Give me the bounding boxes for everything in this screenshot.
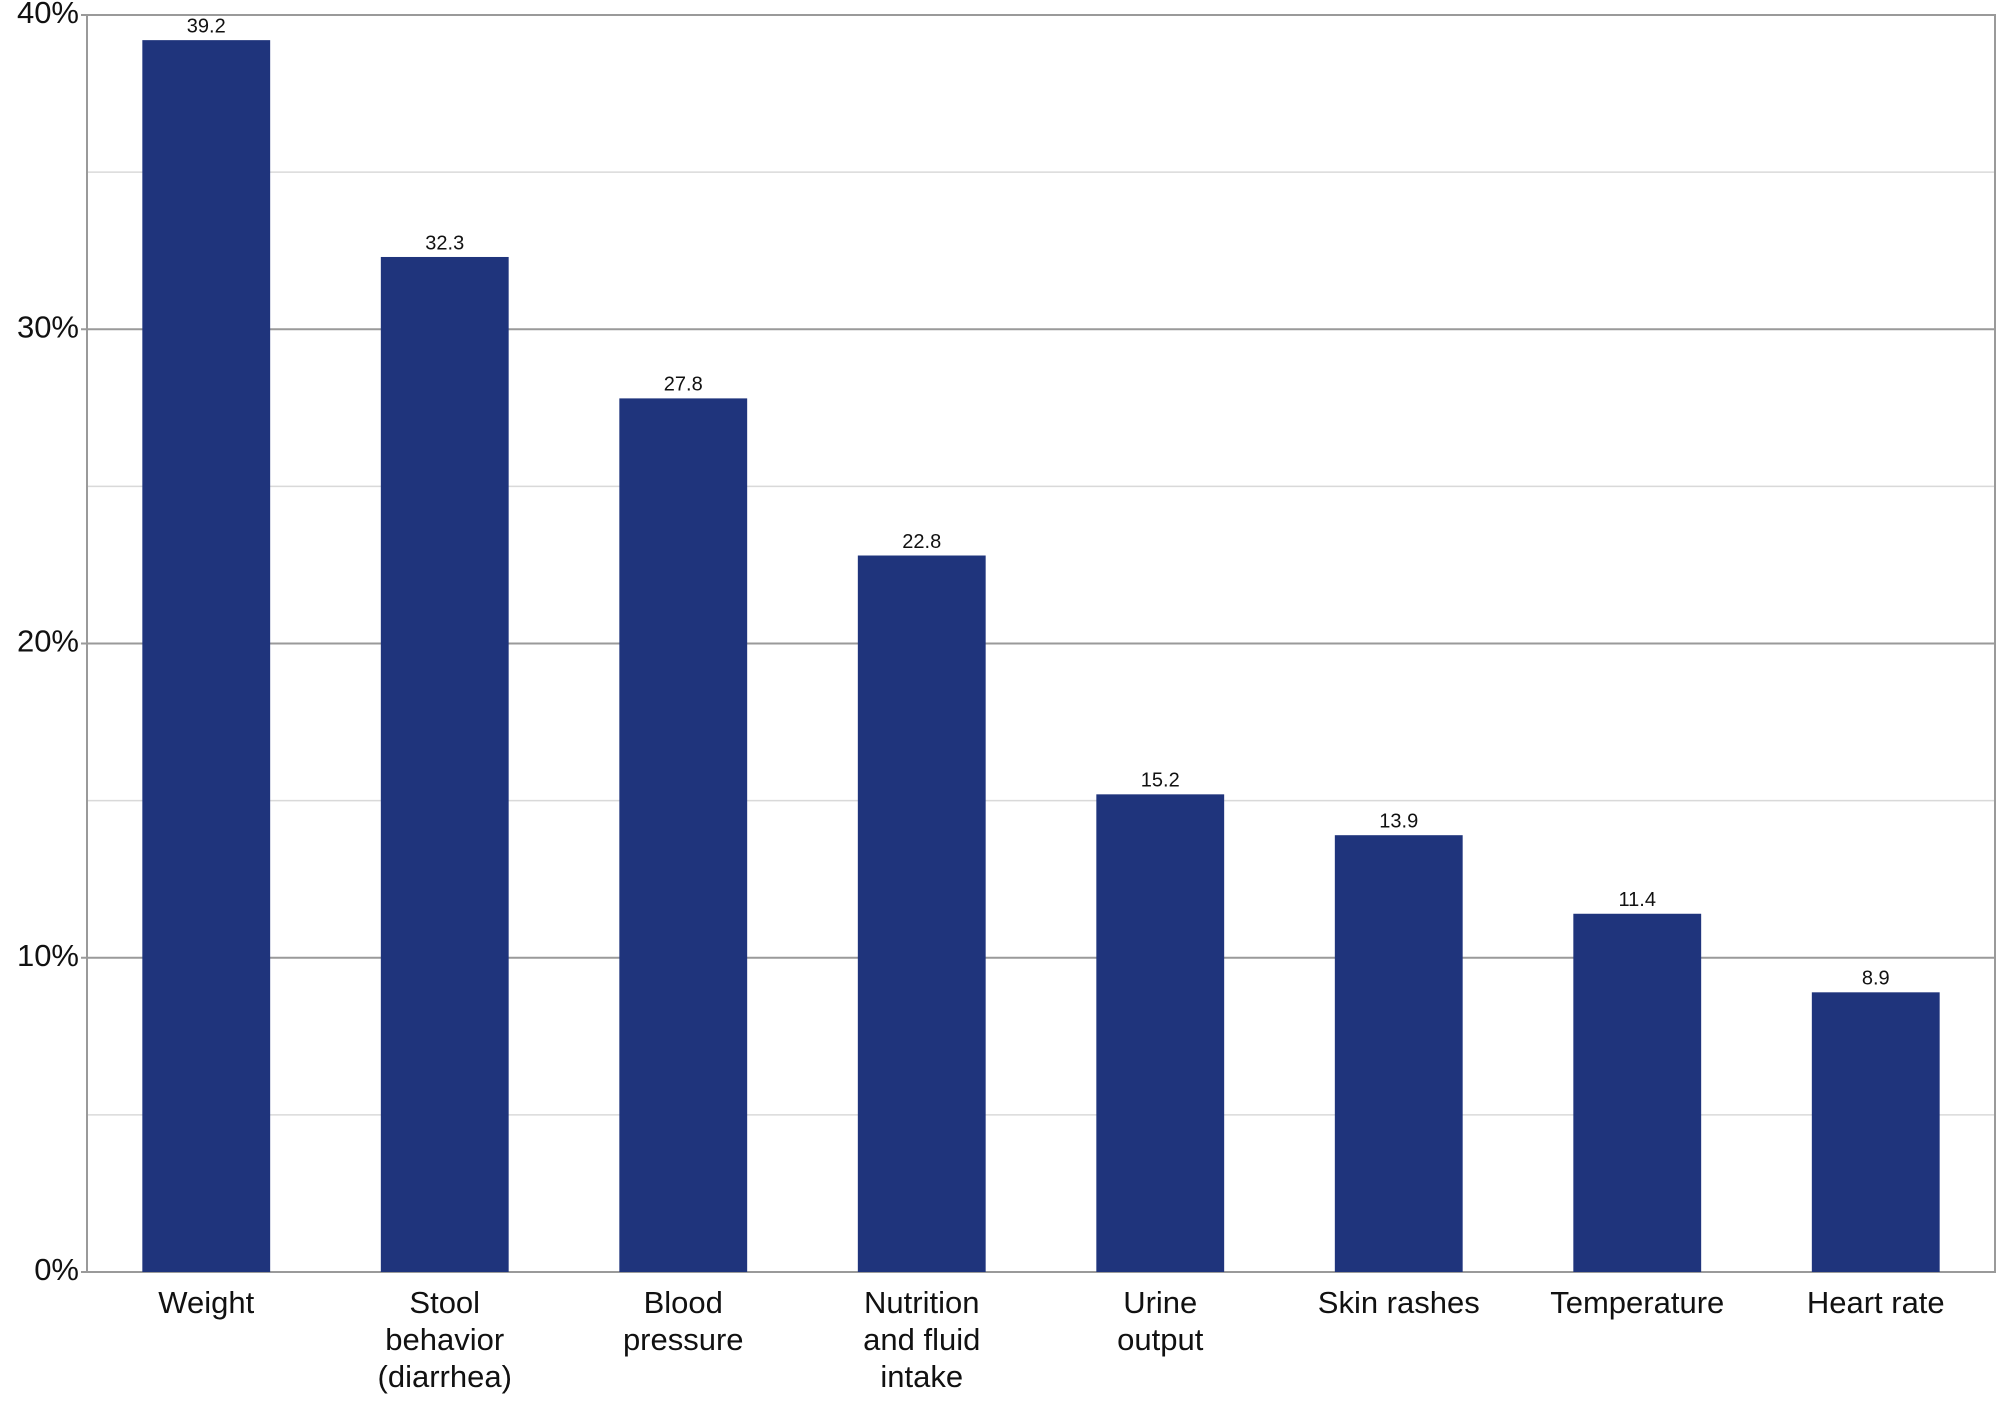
x-tick-label: Urine output bbox=[1117, 1285, 1204, 1357]
x-tick-label: Blood pressure bbox=[622, 1285, 744, 1357]
bar bbox=[619, 398, 748, 1272]
value-label: 27.8 bbox=[664, 374, 703, 396]
value-label: 15.2 bbox=[1141, 770, 1180, 792]
value-label: 8.9 bbox=[1862, 968, 1890, 990]
value-label: 22.8 bbox=[902, 531, 941, 553]
y-tick-label: 10% bbox=[17, 938, 79, 973]
x-tick-label: Nutrition and fluid intake bbox=[863, 1285, 981, 1394]
bar bbox=[380, 256, 509, 1272]
bar bbox=[1096, 794, 1225, 1272]
x-tick-label: Heart rate bbox=[1806, 1285, 1945, 1320]
value-label: 13.9 bbox=[1379, 810, 1418, 832]
value-label: 32.3 bbox=[425, 232, 464, 254]
y-tick-label: 0% bbox=[34, 1252, 79, 1287]
bar bbox=[1573, 913, 1702, 1272]
y-tick-label: 40% bbox=[17, 0, 79, 30]
bar bbox=[857, 555, 986, 1272]
plot-frame bbox=[86, 14, 1996, 1273]
x-tick-label: Weight bbox=[158, 1285, 255, 1320]
y-tick-label: 20% bbox=[17, 624, 79, 659]
value-label: 39.2 bbox=[187, 15, 226, 37]
value-label: 11.4 bbox=[1619, 889, 1656, 911]
bar bbox=[1811, 992, 1940, 1272]
bar bbox=[142, 40, 271, 1272]
x-tick-label: Skin rashes bbox=[1317, 1285, 1480, 1320]
y-tick-label: 30% bbox=[17, 309, 79, 344]
bar bbox=[1334, 835, 1463, 1272]
x-tick-label: Temperature bbox=[1550, 1285, 1725, 1320]
x-tick-label: Stool behavior (diarrhea) bbox=[377, 1285, 512, 1394]
